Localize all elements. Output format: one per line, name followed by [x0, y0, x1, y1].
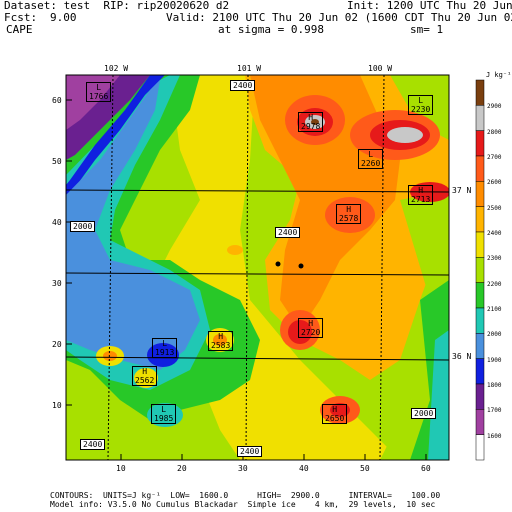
- colorbar-level-label: 2000: [487, 331, 502, 339]
- colorbar-swatch: [475, 409, 485, 435]
- contour-label: 2400: [80, 439, 106, 450]
- y-tick: 30: [52, 279, 62, 288]
- colorbar-swatch: [475, 105, 485, 131]
- y-tick: 10: [52, 401, 62, 410]
- low-center: L 1766: [86, 82, 112, 102]
- y-tick: 50: [52, 157, 62, 166]
- colorbar-level-label: 2700: [487, 154, 502, 161]
- colorbar-level-label: 2100: [487, 306, 502, 313]
- colorbar-swatch: [475, 155, 485, 182]
- high-center: H 2713: [408, 185, 434, 205]
- x-tick: 40: [299, 464, 309, 473]
- y-tick: 20: [52, 340, 62, 349]
- low-center: L 2260: [358, 149, 384, 169]
- colorbar-swatch: [475, 231, 485, 258]
- high-center: H 2578: [336, 204, 362, 224]
- lon-label: 102 W: [104, 64, 129, 73]
- colorbar-level-label: 2800: [487, 128, 502, 136]
- lon-label: 101 W: [237, 64, 262, 73]
- colorbar-swatch: [475, 333, 485, 359]
- colorbar-swatch: [475, 79, 485, 106]
- colorbar-level-label: 1900: [487, 356, 502, 364]
- colorbar-level-label: 2500: [487, 204, 502, 212]
- colorbar-swatch: [475, 130, 485, 157]
- smoothing: sm= 1: [410, 23, 444, 36]
- colorbar-level-label: 1800: [487, 382, 502, 389]
- colorbar-level-label: 2400: [487, 230, 502, 237]
- contour-label: 2000: [70, 221, 96, 232]
- x-tick: 30: [238, 464, 248, 473]
- model-info: Model info: V3.5.0 No Cumulus Blackadar …: [50, 500, 436, 509]
- x-tick: 50: [360, 464, 370, 473]
- colorbar-level-label: 1700: [487, 407, 502, 415]
- colorbar-level-label: 2900: [487, 103, 502, 111]
- fcst-label: Fcst:: [4, 11, 38, 24]
- x-tick: 10: [116, 464, 126, 473]
- high-center: H 2650: [322, 404, 348, 424]
- high-center: H 2978: [298, 112, 324, 132]
- contour-label: 2400: [237, 446, 263, 457]
- contour-label: 2400: [230, 80, 256, 91]
- low-center: L 2230: [408, 95, 434, 115]
- colorbar-swatch: [475, 206, 485, 233]
- init-time: Init: 1200 UTC Thu 20 Jun 02: [347, 0, 512, 12]
- axis-ticks: [66, 99, 427, 460]
- plot-frame: [65, 74, 450, 461]
- y-tick: 40: [52, 218, 62, 227]
- station-marker: [275, 261, 281, 267]
- high-center: H 2562: [132, 366, 158, 386]
- colorbar-swatch: [475, 383, 485, 410]
- lat-label: 37 N: [452, 186, 472, 195]
- colorbar-swatch: [475, 434, 485, 461]
- colorbar-swatch: [475, 181, 485, 207]
- colorbar-swatch: [475, 358, 485, 385]
- field-name: CAPE: [6, 23, 33, 36]
- low-center: L 1913: [152, 338, 178, 358]
- sigma-level: at sigma = 0.998: [218, 23, 324, 36]
- colorbar-level-label: 2200: [487, 280, 502, 288]
- colorbar-swatch: [475, 257, 485, 283]
- colorbar-unit: J kg⁻¹: [486, 71, 512, 79]
- colorbar-level-label: 2300: [487, 255, 502, 263]
- cape-field: [66, 75, 449, 460]
- fcst-value: 9.00: [50, 11, 77, 24]
- station-marker: [298, 263, 304, 269]
- lon-label: 100 W: [368, 64, 393, 73]
- graticule: [65, 74, 450, 461]
- y-tick: 60: [52, 96, 62, 105]
- x-tick: 60: [421, 464, 431, 473]
- high-center: H 2583: [208, 331, 234, 351]
- contour-label: 2000: [411, 408, 437, 419]
- colorbar-swatch: [475, 282, 485, 309]
- valid-time: Valid: 2100 UTC Thu 20 Jun 02 (1600 CDT …: [166, 11, 512, 24]
- contours-info: CONTOURS: UNITS=J kg⁻¹ LOW= 1600.0 HIGH=…: [50, 491, 441, 500]
- x-tick: 20: [177, 464, 187, 473]
- colorbar-level-label: 1600: [487, 432, 502, 440]
- colorbar: [475, 79, 485, 461]
- lat-label: 36 N: [452, 352, 472, 361]
- dataset-label: Dataset: test RIP: rip20020620 d2: [4, 0, 230, 12]
- colorbar-swatch: [475, 307, 485, 334]
- contour-label: 2400: [275, 227, 301, 238]
- high-center: H 2720: [298, 318, 324, 338]
- colorbar-level-label: 2600: [487, 179, 502, 187]
- low-center: L 1985: [151, 404, 177, 424]
